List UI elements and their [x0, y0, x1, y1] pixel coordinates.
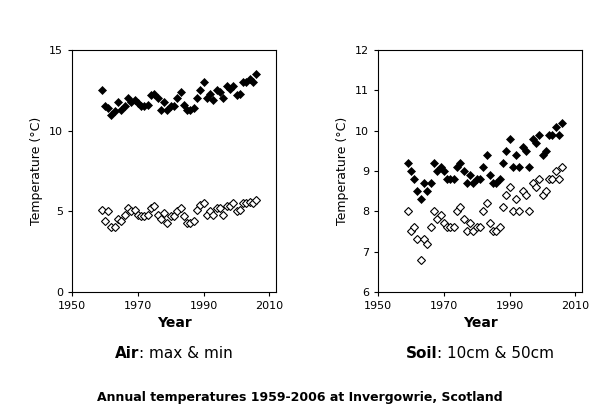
Text: : 10cm & 50cm: : 10cm & 50cm — [437, 346, 554, 361]
Text: : max & min: : max & min — [139, 346, 233, 361]
X-axis label: Year: Year — [157, 317, 191, 331]
Text: Annual temperatures 1959-2006 at Invergowrie, Scotland: Annual temperatures 1959-2006 at Invergo… — [97, 392, 503, 404]
Text: Soil: Soil — [406, 346, 437, 361]
Text: Air: Air — [115, 346, 139, 361]
Y-axis label: Temperature (°C): Temperature (°C) — [31, 117, 43, 225]
X-axis label: Year: Year — [463, 317, 497, 331]
Y-axis label: Temperature (°C): Temperature (°C) — [336, 117, 349, 225]
